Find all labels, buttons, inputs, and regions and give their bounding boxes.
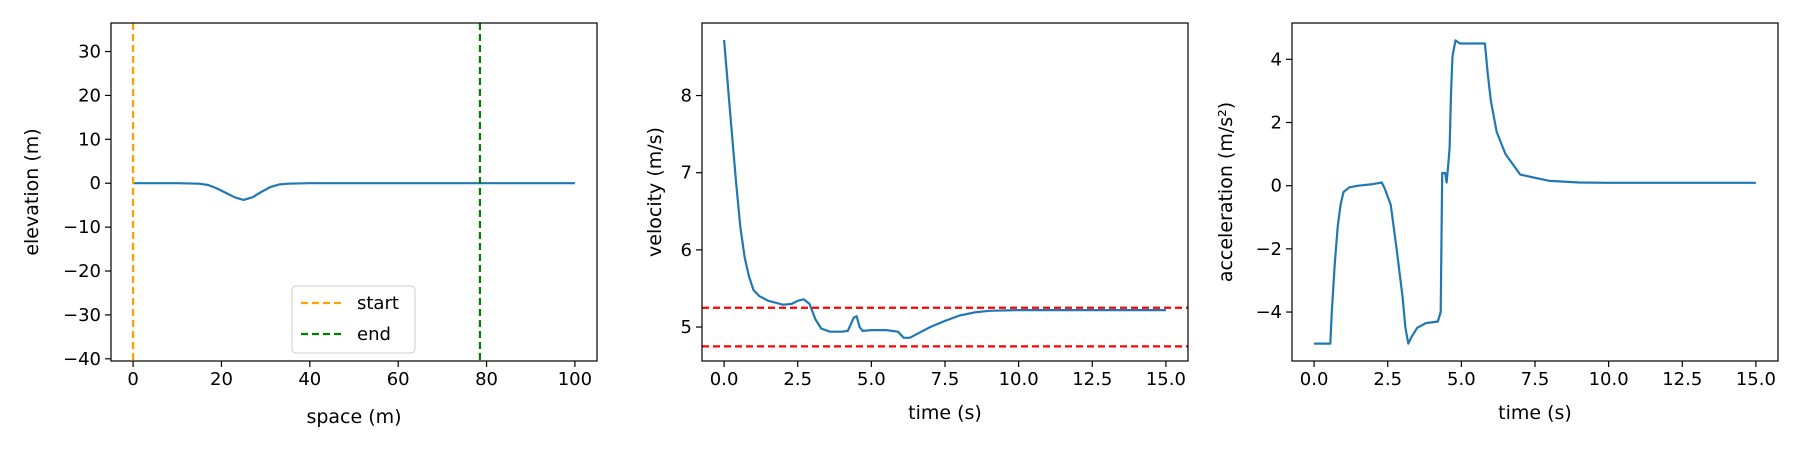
velocity-panel: 0.0 2.5 5.0 7.5 10.0 12.5 15.0 5 6 7 8 time (s) v… xyxy=(644,22,1189,424)
ytick-label: 5 xyxy=(681,317,692,338)
xtick-label: 20 xyxy=(210,369,233,390)
xtick-label: 5.0 xyxy=(857,369,886,390)
ytick-label: −40 xyxy=(63,349,101,370)
ytick-label: 4 xyxy=(1271,49,1282,70)
velocity-xticks: 0.0 2.5 5.0 7.5 10.0 12.5 15.0 xyxy=(710,361,1186,390)
series-line-0 xyxy=(723,39,1166,339)
series-line-0 xyxy=(1314,39,1756,345)
legend-frame xyxy=(291,285,416,354)
ytick-label: 0 xyxy=(1271,176,1282,197)
ytick-label: 7 xyxy=(681,163,692,184)
elevation-marks xyxy=(131,23,575,361)
acceleration-yticks: −4 −2 0 2 4 xyxy=(1255,49,1292,323)
series-line-0 xyxy=(133,182,575,201)
ytick-label: −20 xyxy=(63,261,101,282)
xtick-label: 10.0 xyxy=(1589,369,1629,390)
xtick-label: 2.5 xyxy=(783,369,812,390)
velocity-xlabel: time (s) xyxy=(908,402,982,424)
velocity-marks xyxy=(702,39,1188,348)
velocity-ylabel: velocity (m/s) xyxy=(644,127,666,257)
acceleration-xlabel: time (s) xyxy=(1498,402,1572,424)
ytick-label: −10 xyxy=(63,217,101,238)
xtick-label: 0 xyxy=(127,369,138,390)
acceleration-ylabel: acceleration (m/s²) xyxy=(1215,102,1237,282)
xtick-label: 0.0 xyxy=(710,369,739,390)
xtick-label: 80 xyxy=(475,369,498,390)
elevation-legend: start end xyxy=(291,285,416,354)
xtick-label: 12.5 xyxy=(1662,369,1702,390)
elevation-ylabel: elevation (m) xyxy=(21,128,43,255)
ytick-label: −2 xyxy=(1255,239,1282,260)
xtick-label: 5.0 xyxy=(1447,369,1476,390)
ytick-label: 6 xyxy=(681,240,692,261)
ytick-label: 2 xyxy=(1271,113,1282,134)
elevation-xlabel: space (m) xyxy=(306,406,401,428)
xtick-label: 100 xyxy=(558,369,592,390)
elevation-xticks: 0 20 40 60 80 100 xyxy=(127,361,592,390)
xtick-label: 7.5 xyxy=(931,369,960,390)
acceleration-axes-frame xyxy=(1291,22,1779,362)
ytick-label: 10 xyxy=(78,129,101,150)
xtick-label: 40 xyxy=(298,369,321,390)
acceleration-panel: 0.0 2.5 5.0 7.5 10.0 12.5 15.0 −4 −2 0 2 4 time (s… xyxy=(1215,22,1779,424)
ytick-label: −4 xyxy=(1255,302,1282,323)
ytick-label: 0 xyxy=(90,173,101,194)
xtick-label: 15.0 xyxy=(1146,369,1186,390)
ytick-label: −30 xyxy=(63,305,101,326)
xtick-label: 0.0 xyxy=(1300,369,1329,390)
xtick-label: 7.5 xyxy=(1521,369,1550,390)
xtick-label: 12.5 xyxy=(1072,369,1112,390)
legend-start-label: start xyxy=(357,293,399,314)
ytick-label: 20 xyxy=(78,85,101,106)
acceleration-xticks: 0.0 2.5 5.0 7.5 10.0 12.5 15.0 xyxy=(1300,361,1776,390)
acceleration-marks xyxy=(1314,39,1756,345)
ytick-label: 30 xyxy=(78,42,101,63)
elevation-yticks: −40 −30 −20 −10 0 10 20 30 xyxy=(63,42,111,370)
elevation-axes-frame xyxy=(110,22,598,362)
velocity-yticks: 5 6 7 8 xyxy=(681,86,702,338)
elevation-panel: 0 20 40 60 80 100 −40 −30 −20 −10 0 10 20 30 space (… xyxy=(21,22,598,428)
ytick-label: 8 xyxy=(681,86,692,107)
xtick-label: 2.5 xyxy=(1373,369,1402,390)
xtick-label: 10.0 xyxy=(999,369,1039,390)
legend-end-label: end xyxy=(357,324,391,345)
xtick-label: 60 xyxy=(387,369,410,390)
xtick-label: 15.0 xyxy=(1736,369,1776,390)
